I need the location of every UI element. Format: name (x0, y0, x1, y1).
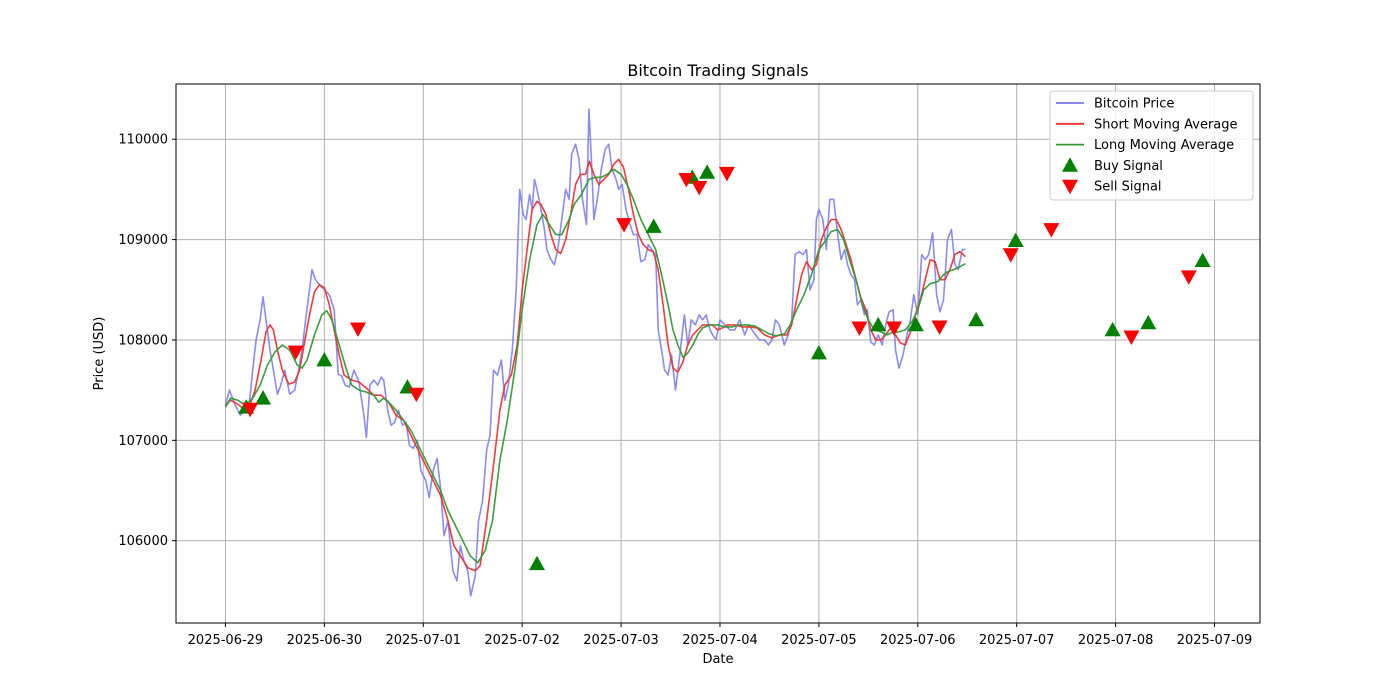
series-line-short-moving-average (224, 158, 966, 572)
sell-signal-marker (242, 402, 259, 418)
buy-signal-marker (699, 164, 716, 179)
sell-signal-marker (886, 321, 903, 336)
series-line-bitcoin-price (224, 108, 966, 597)
legend-marker (1062, 157, 1078, 172)
x-tick-label: 2025-06-29 (188, 633, 264, 648)
buy-signal-marker (870, 316, 887, 332)
buy-signal-marker (255, 390, 272, 405)
buy-signal-marker (1194, 252, 1211, 268)
x-tick-label: 2025-07-06 (880, 633, 956, 648)
sell-signal-marker (691, 180, 708, 196)
sell-signal-marker (287, 345, 304, 360)
chart-title: Bitcoin Trading Signals (627, 61, 808, 80)
buy-signal-marker (316, 352, 333, 367)
sell-signal-marker (1180, 270, 1197, 285)
buy-signal-marker (907, 316, 924, 332)
x-tick-label: 2025-06-30 (287, 633, 363, 648)
x-tick-label: 2025-07-04 (682, 633, 758, 648)
y-tick-label: 109000 (118, 233, 168, 248)
x-tick-label: 2025-07-02 (484, 633, 560, 648)
x-tick-label: 2025-07-09 (1177, 633, 1253, 648)
buy-signal-marker (645, 218, 662, 233)
series-line-long-moving-average (224, 168, 966, 564)
legend-label: Buy Signal (1094, 159, 1163, 174)
legend-label: Long Moving Average (1094, 138, 1234, 153)
sell-signal-marker (1002, 248, 1019, 263)
legend-label: Sell Signal (1094, 180, 1162, 195)
signals-group (238, 164, 1211, 571)
x-axis-ticks: 2025-06-29 2025-06-30 2025-07-01 2025-07-02… (188, 623, 1253, 648)
buy-signal-marker (1104, 321, 1121, 337)
sell-signal-marker (349, 322, 366, 337)
legend-label: Short Moving Average (1094, 117, 1238, 132)
x-tick-label: 2025-07-08 (1078, 633, 1154, 648)
legend-marker (1062, 179, 1078, 195)
x-axis-label: Date (702, 652, 733, 667)
sell-signal-marker (678, 172, 695, 188)
x-tick-label: 2025-07-05 (781, 633, 857, 648)
buy-signal-marker (1007, 232, 1024, 247)
y-tick-label: 107000 (118, 434, 168, 449)
buy-signal-marker (968, 311, 985, 327)
series-group (224, 108, 966, 597)
sell-signal-marker (851, 321, 868, 336)
sell-signal-marker (1123, 330, 1140, 345)
x-tick-label: 2025-07-07 (979, 633, 1055, 648)
buy-signal-marker (810, 344, 827, 360)
buy-signal-marker (529, 555, 546, 571)
sell-signal-marker (718, 166, 735, 182)
sell-signal-marker (931, 320, 948, 335)
y-axis-label: Price (USD) (92, 317, 107, 391)
x-tick-label: 2025-07-03 (583, 633, 659, 648)
legend: Bitcoin Price Short Moving Average Long Mo… (1049, 90, 1254, 201)
plot-frame (175, 83, 1261, 624)
sell-signal-marker (408, 387, 425, 403)
legend-label: Bitcoin Price (1094, 97, 1174, 112)
y-axis-ticks: 106000 107000 108000 109000 110000 (118, 133, 176, 549)
legend-box (1049, 90, 1254, 201)
y-tick-label: 110000 (118, 133, 168, 148)
sell-signal-marker (1043, 223, 1060, 238)
buy-signal-marker (1140, 314, 1157, 330)
y-tick-label: 108000 (118, 333, 168, 348)
y-tick-label: 106000 (118, 534, 168, 549)
x-tick-label: 2025-07-01 (385, 633, 461, 648)
sell-signal-marker (616, 218, 633, 233)
